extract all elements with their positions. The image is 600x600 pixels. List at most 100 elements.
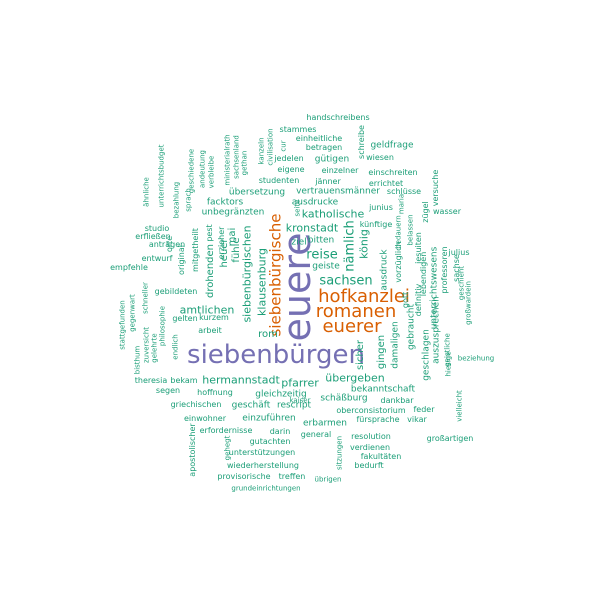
- word: eigene: [277, 165, 305, 174]
- word: geschiedene: [187, 148, 196, 194]
- word: siebenbürgen: [187, 340, 365, 370]
- word: beziehung: [457, 354, 495, 363]
- word: gott: [401, 291, 410, 309]
- word: jänner: [315, 177, 341, 186]
- word: euerer: [322, 316, 382, 337]
- word: wiederherstellung: [226, 461, 300, 470]
- word: großartigen: [426, 434, 474, 443]
- word: schneller: [141, 282, 150, 314]
- word: andeutung: [198, 150, 207, 188]
- word: empfehle: [110, 263, 148, 272]
- word: nämlich: [342, 220, 358, 272]
- word: drohenden: [205, 243, 216, 299]
- word: handschreibens: [306, 113, 370, 122]
- word: mai: [227, 227, 238, 247]
- word: cur: [279, 140, 288, 152]
- word: damaligen: [390, 321, 401, 369]
- word: errichtet: [368, 179, 404, 188]
- word: philosophie: [158, 305, 167, 347]
- word: geschlagen: [421, 329, 432, 381]
- word: vertrauensmänner: [296, 186, 380, 197]
- word: übergeben: [325, 371, 385, 385]
- word: kaiser: [289, 396, 311, 405]
- word: bezahlung: [172, 181, 181, 219]
- word: ausdrucke: [291, 197, 339, 208]
- word: bedauern: [394, 215, 403, 249]
- word: romanen: [315, 301, 397, 322]
- word: kanzeln: [257, 137, 266, 165]
- word: schäßburg: [320, 393, 368, 404]
- word: geschäft: [231, 400, 271, 411]
- word: civilisation: [266, 128, 275, 166]
- word: großwardein: [464, 281, 473, 325]
- word: darin: [269, 427, 291, 436]
- word: bedurft: [354, 461, 384, 470]
- word: versuche: [431, 169, 440, 207]
- word: fürsprache: [356, 415, 400, 424]
- word: studio: [144, 224, 170, 233]
- word: sachsenland: [232, 135, 241, 179]
- word: zügel: [421, 201, 430, 223]
- word: unterrichtsbudget: [157, 144, 166, 208]
- word: wasser: [433, 207, 461, 216]
- word: gingen: [376, 334, 387, 370]
- word: maria: [397, 193, 406, 215]
- word: erfließen: [135, 232, 171, 241]
- word: jesuiten: [414, 232, 423, 264]
- word: ziel: [291, 237, 307, 248]
- word: segen: [155, 386, 181, 395]
- word: bitten: [307, 235, 335, 246]
- word: hofkanzlei: [318, 286, 410, 307]
- word: wiesen: [366, 153, 394, 162]
- word: einschreiten: [368, 168, 418, 177]
- word: provisorische: [217, 472, 271, 481]
- word: hiesige: [444, 351, 453, 377]
- word: entwurf: [141, 254, 173, 263]
- word: hermannstadt: [202, 373, 280, 387]
- word: reise: [306, 247, 338, 263]
- word: erzieher: [217, 226, 226, 260]
- word: original: [177, 245, 186, 275]
- word: vielleicht: [455, 390, 464, 422]
- word: seite: [293, 199, 302, 217]
- word: gethan: [240, 150, 249, 176]
- word: bekam: [170, 376, 198, 385]
- word: endlich: [171, 334, 180, 360]
- word: kronstadt: [285, 221, 339, 235]
- word: übersetzung: [228, 187, 286, 198]
- word: hoffnung: [197, 388, 233, 397]
- word: sitzungen: [335, 435, 344, 471]
- word: amtlichen: [179, 303, 235, 317]
- word: gelten: [172, 314, 198, 323]
- word: sicher: [355, 339, 366, 371]
- word: ausdruck: [379, 249, 390, 291]
- word: gegenwart: [128, 294, 137, 332]
- word: auszusprechen: [431, 296, 442, 364]
- word: anträgen: [148, 240, 186, 249]
- word: orte: [165, 235, 174, 253]
- word: betragen: [305, 143, 343, 152]
- word: studenten: [258, 176, 300, 185]
- word: general: [300, 430, 332, 439]
- word: gleichzeitig: [255, 389, 307, 400]
- word: einzuführen: [242, 413, 296, 424]
- word: kurzem: [199, 313, 229, 322]
- word: schlüsse: [386, 187, 422, 196]
- word: belassen: [406, 214, 415, 246]
- word: gebildeten: [154, 287, 198, 296]
- word: gelehrte: [150, 333, 159, 363]
- word: erbarmen: [302, 418, 348, 429]
- word: bekanntschaft: [350, 384, 416, 395]
- word: jedelen: [274, 154, 304, 163]
- word: feder: [413, 405, 435, 414]
- word: griechischen: [170, 400, 222, 409]
- word: fakultäten: [360, 452, 402, 461]
- word: arbeit: [198, 326, 222, 335]
- word: geiste: [312, 261, 340, 272]
- word: pest: [205, 224, 214, 242]
- word: unbegränzten: [201, 207, 265, 218]
- word: könig: [357, 229, 371, 259]
- word: künftige: [359, 220, 393, 229]
- word: rom: [258, 329, 278, 340]
